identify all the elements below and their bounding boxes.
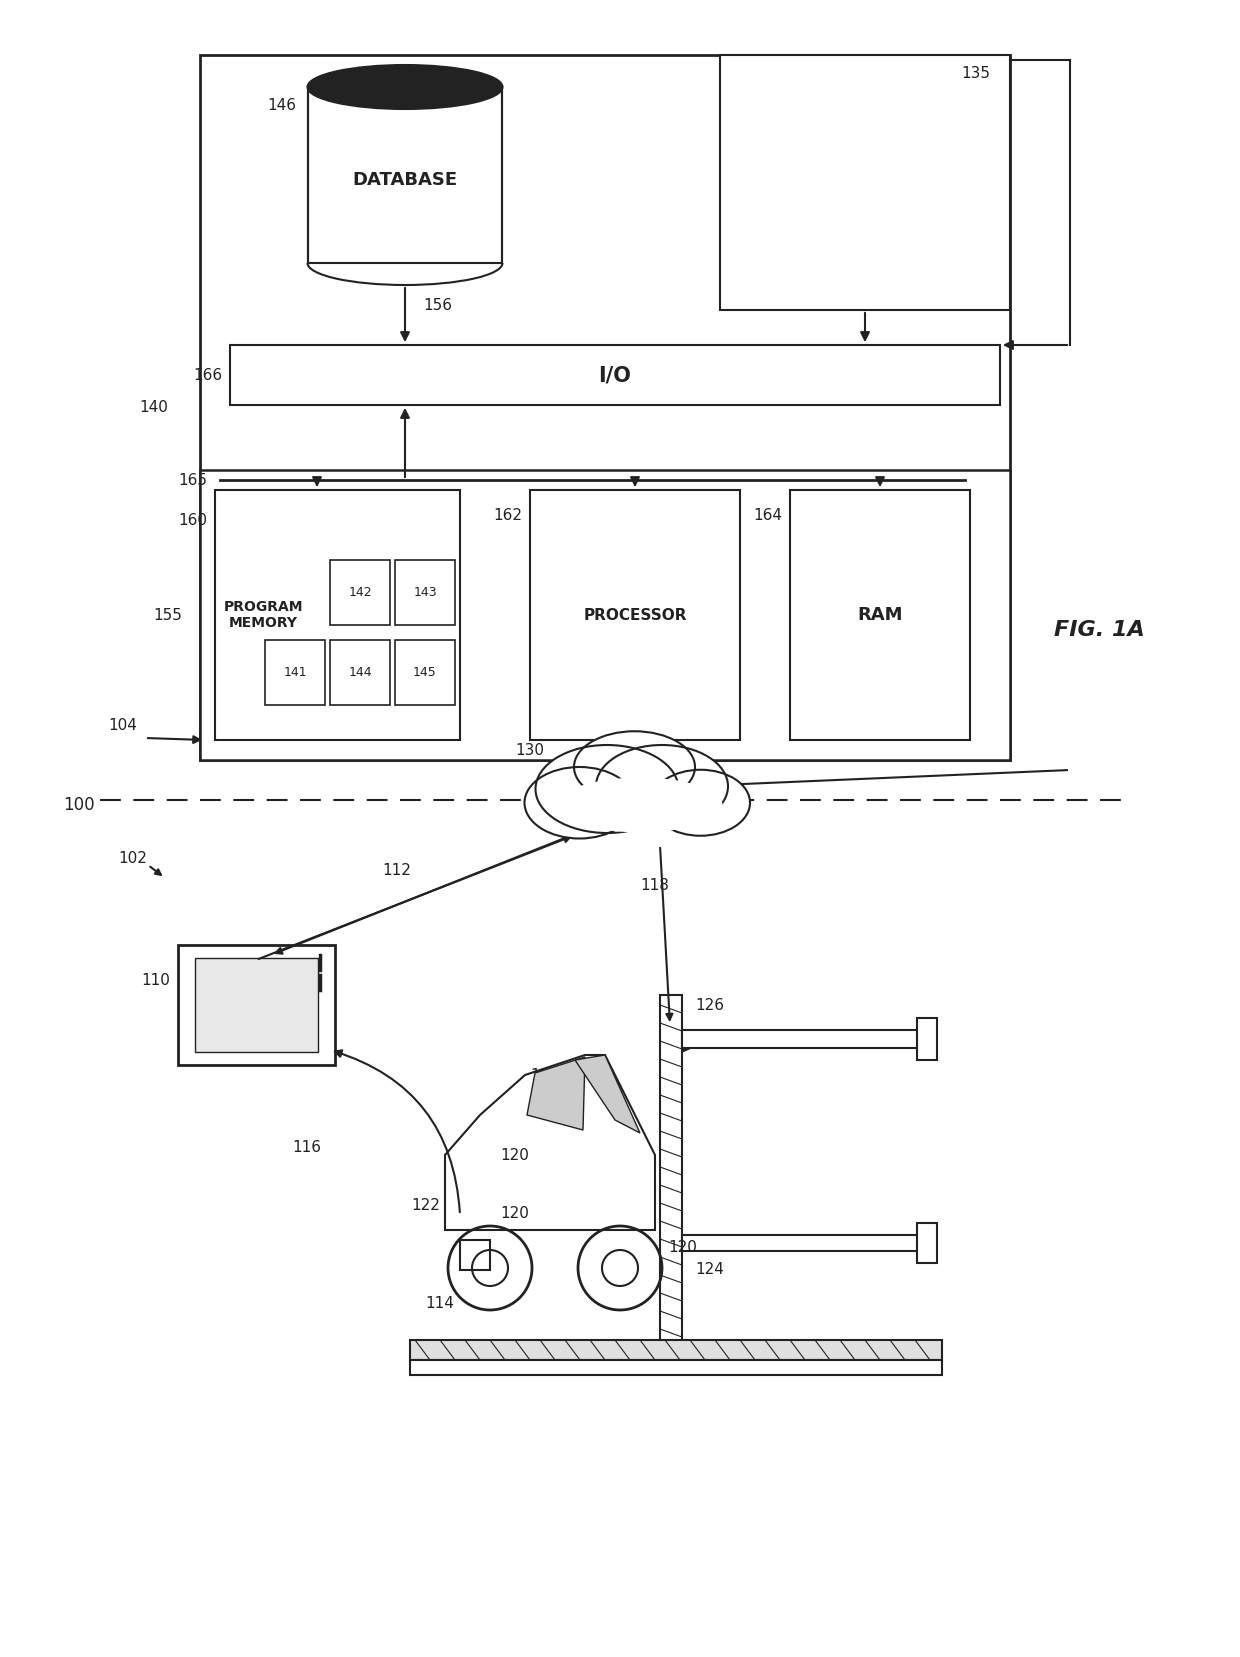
Bar	[682, 1031, 932, 1047]
Text: 122: 122	[412, 1198, 440, 1213]
Polygon shape	[445, 1056, 655, 1229]
Text: 164: 164	[753, 507, 782, 522]
Bar	[918, 1223, 937, 1263]
Ellipse shape	[536, 746, 678, 833]
Bar	[660, 994, 682, 1355]
Text: 146: 146	[267, 98, 296, 113]
Bar	[200, 471, 1011, 761]
Text: 102: 102	[118, 850, 146, 865]
Bar	[410, 1360, 942, 1375]
Text: 140: 140	[139, 399, 167, 414]
Bar	[330, 560, 391, 625]
Bar	[396, 640, 455, 704]
Bar	[195, 958, 317, 1052]
Text: 135: 135	[961, 66, 990, 81]
Text: 162: 162	[494, 507, 522, 522]
Ellipse shape	[596, 746, 728, 827]
Text: 100: 100	[63, 795, 95, 814]
Bar	[529, 490, 740, 741]
Text: RAM: RAM	[857, 606, 903, 625]
Bar	[200, 55, 1011, 761]
Text: 108: 108	[529, 1067, 559, 1082]
Text: 155: 155	[153, 608, 182, 623]
Bar	[265, 640, 325, 704]
Ellipse shape	[651, 771, 750, 835]
Bar	[308, 88, 502, 263]
Text: 130: 130	[515, 742, 544, 757]
Bar	[460, 1239, 490, 1269]
Text: 120: 120	[668, 1241, 697, 1256]
FancyArrowPatch shape	[335, 1051, 460, 1213]
Text: 166: 166	[193, 368, 222, 383]
Text: 114: 114	[425, 1296, 454, 1311]
Text: DATABASE: DATABASE	[352, 171, 458, 189]
Bar	[410, 1341, 942, 1360]
Bar	[215, 490, 460, 741]
Text: 142: 142	[348, 585, 372, 598]
Ellipse shape	[558, 777, 723, 832]
Text: 141: 141	[283, 666, 306, 678]
Text: 143: 143	[413, 585, 436, 598]
Text: 124: 124	[694, 1263, 724, 1278]
Ellipse shape	[574, 731, 694, 802]
Bar	[179, 944, 335, 1065]
Ellipse shape	[525, 767, 635, 838]
Text: 110: 110	[141, 973, 170, 988]
Ellipse shape	[308, 65, 502, 109]
Text: 120: 120	[500, 1148, 529, 1163]
Text: 160: 160	[179, 512, 207, 527]
Text: I/O: I/O	[599, 365, 631, 384]
Text: 165: 165	[179, 472, 207, 487]
Text: 126: 126	[694, 998, 724, 1012]
Text: PROCESSOR: PROCESSOR	[583, 608, 687, 623]
Polygon shape	[682, 1032, 706, 1052]
Text: 145: 145	[413, 666, 436, 678]
Text: 120: 120	[500, 1206, 529, 1221]
Bar	[720, 55, 1011, 310]
Text: 118: 118	[640, 878, 668, 893]
Text: 112: 112	[382, 863, 410, 878]
Text: PROGRAM
MEMORY: PROGRAM MEMORY	[223, 600, 303, 630]
Bar	[682, 1234, 932, 1251]
Text: FIG. 1A: FIG. 1A	[1054, 620, 1145, 640]
Polygon shape	[575, 1056, 640, 1133]
Text: 144: 144	[348, 666, 372, 678]
Text: 116: 116	[291, 1140, 321, 1155]
Bar	[229, 345, 999, 404]
Bar	[330, 640, 391, 704]
Text: NETWORK: NETWORK	[596, 797, 683, 812]
Bar	[918, 1017, 937, 1060]
Text: 156: 156	[423, 298, 453, 313]
Polygon shape	[527, 1057, 585, 1130]
Bar	[396, 560, 455, 625]
Text: 104: 104	[108, 717, 136, 732]
Bar	[790, 490, 970, 741]
